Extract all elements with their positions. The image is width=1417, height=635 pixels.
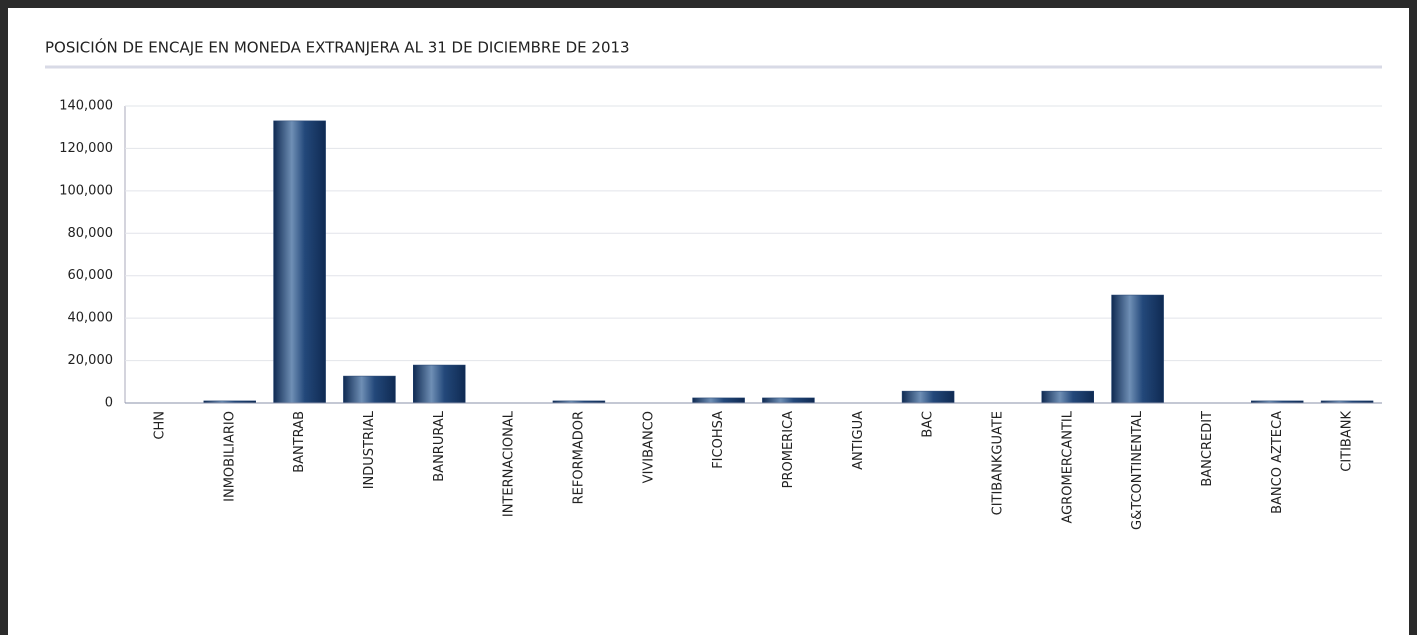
bar xyxy=(1041,390,1094,404)
x-tick-label: INTERNACIONAL xyxy=(502,410,517,517)
chart-title: POSICIÓN DE ENCAJE EN MONEDA EXTRANJERA … xyxy=(45,38,630,57)
x-tick-label: INMOBILIARIO xyxy=(222,411,237,502)
bar xyxy=(343,375,396,404)
x-tick-label: INDUSTRIAL xyxy=(362,410,377,489)
y-tick-label: 60,000 xyxy=(68,268,114,283)
x-tick-label: VIVIBANCO xyxy=(641,411,656,483)
y-tick-label: 140,000 xyxy=(59,99,113,114)
x-tick-label: CITIBANK xyxy=(1340,411,1355,472)
y-tick-label: 40,000 xyxy=(68,311,114,326)
y-tick-label: 0 xyxy=(105,396,113,411)
bar xyxy=(1111,294,1164,404)
x-tick-label: ANTIGUA xyxy=(851,411,866,470)
x-tick-label: BAC xyxy=(921,411,936,438)
x-tick-label: AGROMERCANTIL xyxy=(1060,410,1075,523)
y-tick-label: 100,000 xyxy=(59,183,113,198)
x-tick-label: G&TCONTINENTAL xyxy=(1130,410,1145,530)
bar xyxy=(692,397,745,404)
panel xyxy=(8,8,1409,635)
x-tick-label: CHN xyxy=(152,411,167,440)
x-tick-label: BANCREDIT xyxy=(1200,411,1215,487)
y-tick-label: 20,000 xyxy=(68,353,114,368)
y-tick-label: 80,000 xyxy=(68,226,114,241)
x-tick-label: PROMERICA xyxy=(781,411,796,488)
bar xyxy=(273,120,326,404)
bar xyxy=(762,397,815,404)
x-tick-label: CITIBANKGUATE xyxy=(990,411,1005,515)
y-tick-label: 120,000 xyxy=(59,141,113,156)
x-tick-label: BANTRAB xyxy=(292,411,307,473)
bar xyxy=(901,390,955,404)
x-tick-label: BANCO AZTECA xyxy=(1270,411,1285,514)
x-tick-label: REFORMADOR xyxy=(571,411,586,504)
x-tick-label: BANRURAL xyxy=(432,410,447,481)
x-tick-label: FICOHSA xyxy=(711,411,726,469)
bar xyxy=(413,364,466,404)
